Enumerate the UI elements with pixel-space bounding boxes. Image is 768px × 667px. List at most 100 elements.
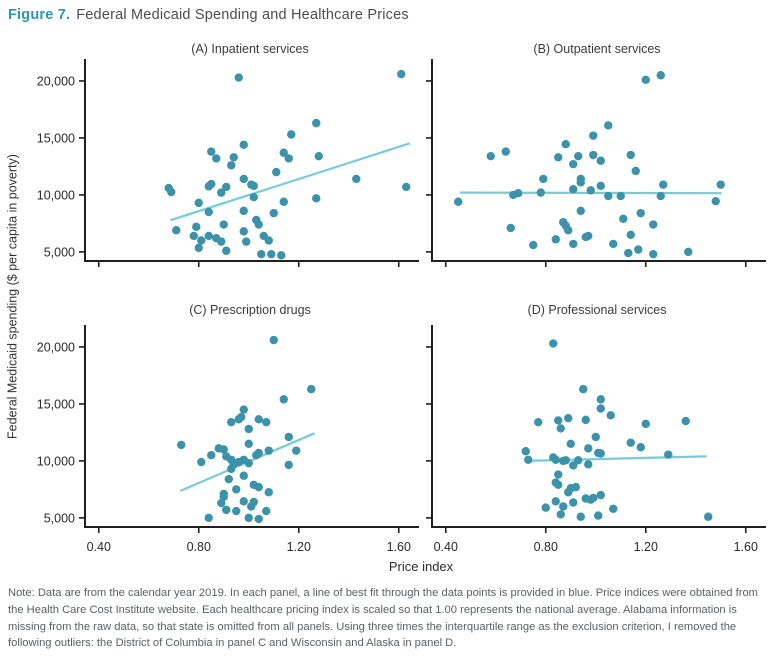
data-point — [314, 151, 323, 161]
data-point — [569, 498, 578, 507]
data-point — [279, 197, 288, 206]
data-point — [659, 180, 668, 189]
scatter-panel-prescription: 5,000 10,000 15,000 20,000 0.40 0.80 1.20 1.60 — [37, 325, 419, 554]
data-point — [501, 147, 510, 156]
data-point — [581, 415, 590, 425]
data-point — [589, 150, 598, 160]
data-point — [591, 432, 600, 442]
data-point — [197, 457, 206, 467]
panel-title-professional: (D) Professional services — [527, 303, 667, 317]
data-point — [579, 384, 588, 394]
data-point — [656, 71, 665, 80]
data-point — [397, 69, 406, 79]
data-point — [571, 482, 580, 492]
data-point — [292, 446, 301, 455]
data-point — [576, 512, 585, 521]
data-point — [541, 503, 550, 512]
data-point — [222, 182, 231, 192]
x-tick-label: 1.20 — [287, 540, 311, 554]
data-point — [402, 182, 411, 192]
panel-title-prescription: (C) Prescription drugs — [189, 303, 311, 317]
data-point — [574, 151, 583, 161]
data-point — [636, 443, 645, 452]
data-point — [624, 248, 633, 258]
data-point — [566, 439, 575, 449]
data-point — [254, 482, 263, 492]
data-point — [641, 419, 650, 429]
data-point — [227, 161, 236, 170]
data-point — [554, 480, 563, 490]
y-tick-label: 10,000 — [37, 454, 75, 468]
data-point — [307, 384, 316, 394]
data-point — [576, 178, 585, 187]
data-point — [194, 243, 203, 253]
data-point — [636, 208, 645, 218]
data-point — [681, 416, 690, 426]
y-tick-label: 10,000 — [37, 188, 75, 202]
data-point — [212, 154, 221, 163]
figure-title: Figure 7. Federal Medicaid Spending and H… — [8, 7, 409, 23]
data-point — [534, 417, 543, 427]
data-point — [269, 208, 278, 218]
data-point — [279, 148, 288, 157]
figure-note: Note: Data are from the calendar year 20… — [8, 587, 759, 650]
data-point — [227, 417, 236, 427]
data-point — [619, 214, 628, 224]
data-point — [596, 449, 605, 458]
data-point — [626, 438, 635, 447]
data-point — [574, 456, 583, 465]
data-point — [207, 179, 216, 189]
figure-title-text: Federal Medicaid Spending and Healthcare… — [76, 7, 409, 23]
data-point — [554, 416, 563, 425]
x-tick-label: 1.60 — [734, 540, 758, 554]
data-point — [596, 404, 605, 413]
data-point — [279, 395, 288, 404]
data-point — [239, 174, 248, 184]
data-point — [596, 181, 605, 190]
data-point — [556, 510, 565, 519]
data-point — [604, 121, 613, 130]
data-point — [249, 181, 258, 190]
data-point — [506, 223, 515, 233]
panel-title-outpatient: (B) Outpatient services — [533, 42, 661, 56]
data-point — [284, 154, 293, 163]
data-point — [711, 196, 720, 206]
data-point — [222, 505, 231, 515]
data-point — [559, 502, 568, 511]
fit-line — [170, 142, 410, 222]
y-tick-label: 5,000 — [44, 511, 75, 525]
data-point — [684, 247, 693, 257]
data-point — [352, 174, 361, 184]
y-tick-label: 20,000 — [37, 74, 75, 88]
data-point — [264, 236, 273, 245]
data-point — [284, 432, 293, 442]
data-point — [561, 456, 570, 465]
data-point — [207, 451, 216, 460]
data-point — [242, 237, 251, 246]
data-point — [244, 424, 253, 434]
data-point — [514, 188, 523, 198]
scatter-panel-outpatient — [426, 59, 766, 267]
data-point — [219, 220, 228, 229]
data-point — [564, 226, 573, 235]
data-point — [569, 159, 578, 169]
data-point — [234, 73, 243, 82]
data-point — [264, 446, 273, 455]
data-point — [584, 444, 593, 453]
data-point — [239, 206, 248, 216]
data-point — [254, 514, 263, 524]
data-point — [232, 506, 241, 516]
data-point — [239, 227, 248, 236]
data-point — [194, 198, 203, 208]
data-point — [167, 187, 176, 197]
data-point — [239, 497, 248, 506]
data-point — [207, 147, 216, 156]
data-point — [192, 222, 201, 232]
data-point — [219, 492, 228, 502]
data-point — [606, 411, 615, 420]
data-point — [596, 156, 605, 165]
data-point — [249, 192, 258, 202]
x-tick-label: 0.40 — [434, 540, 458, 554]
data-point — [249, 497, 258, 507]
